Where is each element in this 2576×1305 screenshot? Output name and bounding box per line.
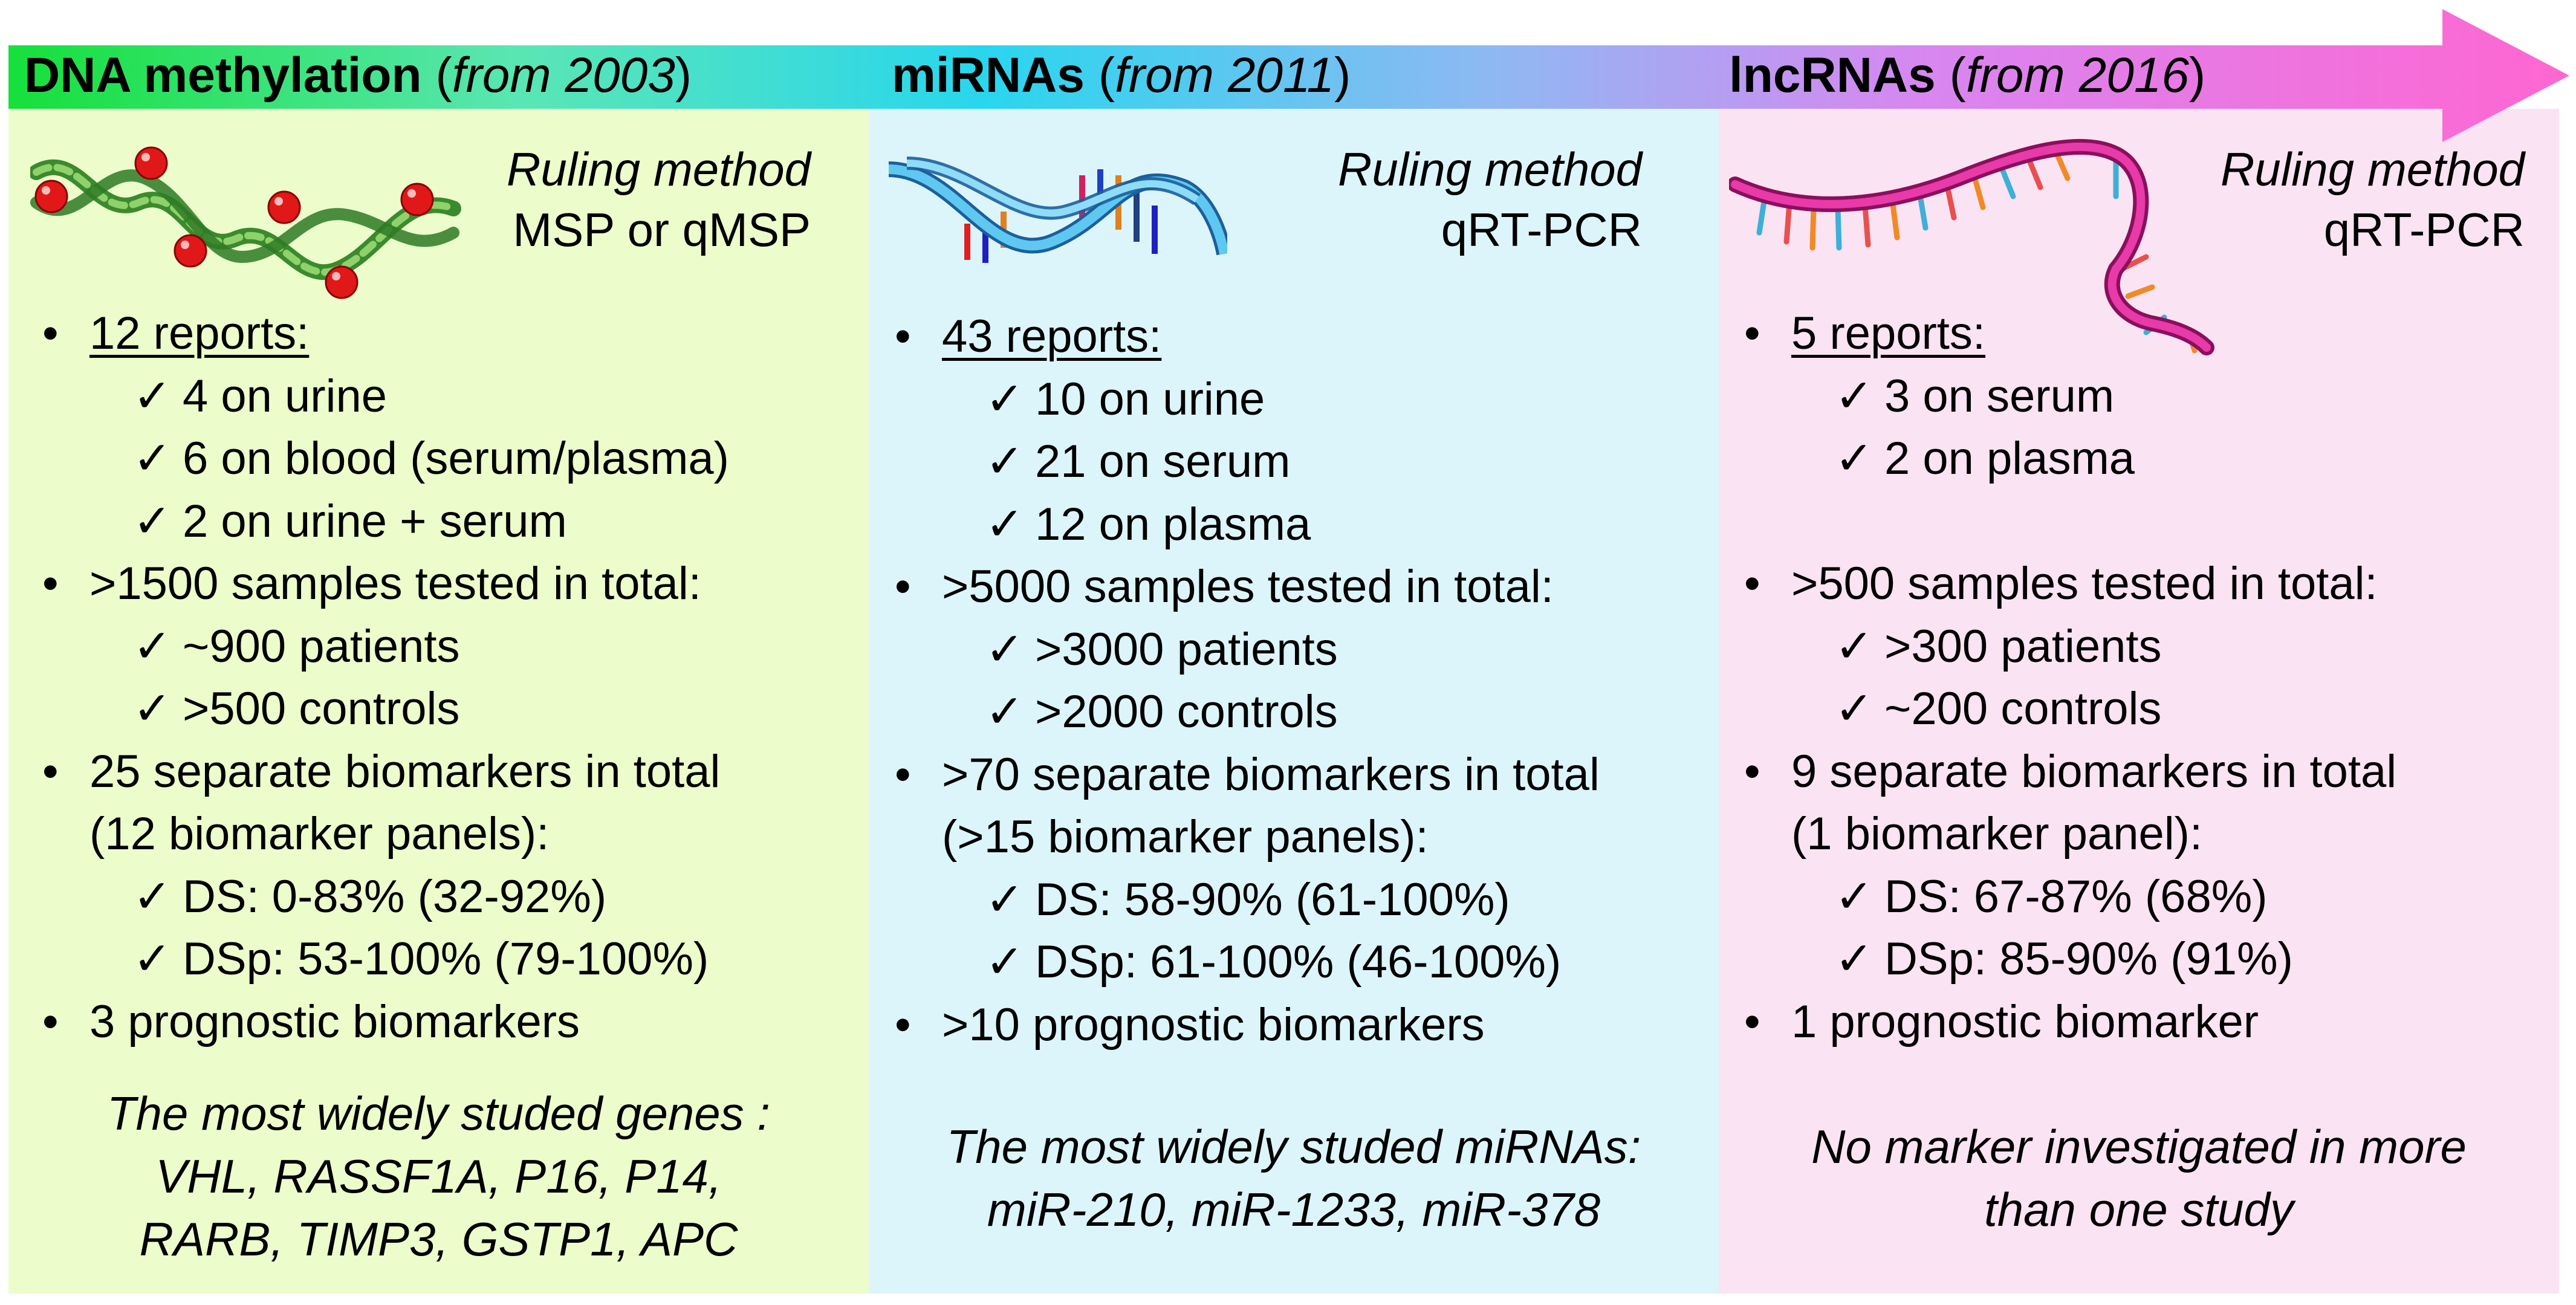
list-item: ✓ ~200 controls bbox=[1835, 683, 2162, 734]
list-item: ✓ 4 on urine bbox=[133, 370, 388, 422]
list-item: ✓ DSp: 53-100% (79-100%) bbox=[133, 933, 709, 985]
ruling-method-lncrna: Ruling method qRT-PCR bbox=[2221, 143, 2525, 256]
list-item: ✓ DS: 58-90% (61-100%) bbox=[985, 873, 1510, 925]
list-item: ✓ 2 on plasma bbox=[1835, 433, 2135, 484]
list-item: ✓ 3 on serum bbox=[1835, 370, 2115, 422]
list-item: • 1 prognostic biomarker bbox=[1744, 996, 2259, 1048]
list-item: (12 biomarker panels): bbox=[89, 808, 550, 860]
lncrna-facts: • 5 reports: ✓ 3 on serum ✓ 2 on plasma • >5… bbox=[1744, 302, 2396, 1053]
list-item: ✓ DSp: 61-100% (46-100%) bbox=[985, 936, 1562, 988]
list-item: ✓ DS: 0-83% (32-92%) bbox=[133, 870, 607, 922]
list-item: ✓ 10 on urine bbox=[985, 373, 1265, 425]
list-item: • >70 separate biomarkers in total bbox=[895, 748, 1600, 800]
list-item: ✓ >500 controls bbox=[133, 683, 460, 734]
timeline-arrow bbox=[8, 9, 2569, 142]
list-item: • 9 separate biomarkers in total bbox=[1744, 745, 2397, 797]
mirna-footer: The most widely studed miRNAs: miR-210, … bbox=[946, 1120, 1641, 1236]
list-item: • 12 reports: bbox=[42, 308, 310, 359]
list-item: ✓ 6 on blood (serum/plasma) bbox=[133, 433, 729, 484]
list-item: • >10 prognostic biomarkers bbox=[895, 999, 1485, 1051]
header-dna-methylation: DNA methylation (from 2003) bbox=[24, 48, 692, 103]
list-item: • >5000 samples tested in total: bbox=[895, 561, 1554, 612]
list-item: • 5 reports: bbox=[1744, 308, 1986, 359]
header-lncrnas: lncRNAs (from 2016) bbox=[1729, 48, 2206, 103]
list-item: ✓ DSp: 85-90% (91%) bbox=[1835, 933, 2293, 985]
list-item: ✓ ~900 patients bbox=[133, 620, 460, 672]
list-item: ✓ 21 on serum bbox=[985, 436, 1291, 487]
lncrna-panel bbox=[1719, 109, 2559, 1294]
ruling-method-mirna: Ruling method qRT-PCR bbox=[1338, 143, 1642, 256]
list-item: (>15 biomarker panels): bbox=[942, 811, 1429, 863]
ruling-method-dna: Ruling method MSP or qMSP bbox=[507, 143, 811, 256]
mirna-panel bbox=[869, 109, 1719, 1294]
list-item: • >1500 samples tested in total: bbox=[42, 558, 701, 609]
list-item: ✓ DS: 67-87% (68%) bbox=[1835, 870, 2268, 922]
list-item: ✓ 2 on urine + serum bbox=[133, 495, 567, 547]
dna-methylation-facts: • 12 reports: ✓ 4 on urine ✓ 6 on blood (se… bbox=[42, 302, 729, 1053]
list-item: (1 biomarker panel): bbox=[1791, 808, 2203, 860]
lncrna-footer: No marker investigated in more than one … bbox=[1811, 1120, 2467, 1236]
list-item: ✓ 12 on plasma bbox=[985, 498, 1311, 550]
list-item: • 3 prognostic biomarkers bbox=[42, 996, 580, 1048]
header-mirnas: miRNAs (from 2011) bbox=[892, 48, 1351, 103]
list-item: • 43 reports: bbox=[895, 311, 1162, 362]
list-item: ✓ >2000 controls bbox=[985, 686, 1338, 737]
list-item: ✓ >3000 patients bbox=[985, 623, 1338, 675]
lncrna-strand-icon bbox=[1729, 138, 2214, 355]
list-item: • 25 separate biomarkers in total bbox=[42, 745, 721, 797]
list-item: • >500 samples tested in total: bbox=[1744, 558, 2378, 609]
list-item: ✓ >300 patients bbox=[1835, 620, 2162, 672]
dna-methylation-helix-icon bbox=[30, 146, 461, 299]
dna-methylation-panel bbox=[8, 109, 869, 1294]
list-spacer bbox=[1744, 490, 2396, 553]
dna-methylation-footer: The most widely studed genes : VHL, RASS… bbox=[107, 1087, 770, 1266]
mirna-facts: • 43 reports: ✓ 10 on urine ✓ 21 on serum ✓… bbox=[895, 305, 1600, 1056]
mirna-helix-icon bbox=[888, 157, 1227, 263]
